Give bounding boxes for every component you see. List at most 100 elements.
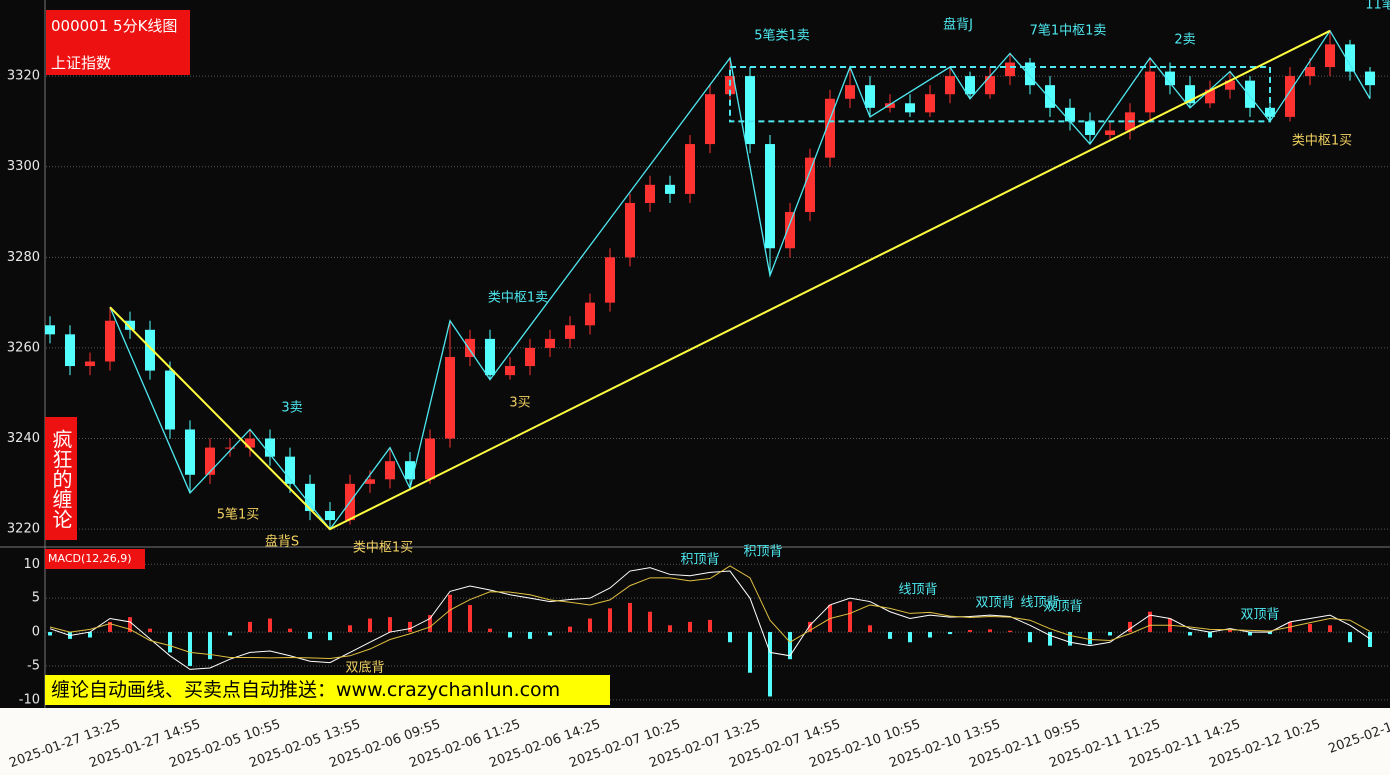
candle-body: [1205, 89, 1215, 104]
y-tick-label: 3220: [7, 522, 40, 537]
candle-body: [1065, 107, 1075, 122]
macd-bar: [48, 632, 52, 636]
candle-body: [265, 438, 275, 457]
macd-bar: [668, 625, 672, 633]
y-tick-label: -5: [27, 658, 40, 673]
macd-bar: [988, 629, 992, 633]
macd-bar: [248, 621, 252, 633]
candle-body: [1145, 71, 1155, 113]
annotation: 11笔: [1365, 0, 1390, 13]
candle-body: [1085, 121, 1095, 136]
macd-bar: [408, 621, 412, 633]
y-tick-label: 3240: [7, 431, 40, 446]
macd-bar: [948, 632, 952, 635]
candle-body: [45, 325, 55, 335]
candle-body: [785, 212, 795, 249]
candle-body: [845, 85, 855, 99]
macd-bar: [1208, 632, 1212, 638]
banner: 缠论自动画线、买卖点自动推送：www.crazychanlun.com: [45, 675, 610, 705]
candle-body: [85, 361, 95, 367]
macd-bar: [648, 611, 652, 633]
annotation: 积顶背: [680, 553, 719, 568]
macd-bar: [788, 632, 792, 660]
macd-bar: [1088, 632, 1092, 645]
candle-body: [965, 76, 975, 95]
candle-body: [325, 511, 335, 521]
candle-body: [1305, 67, 1315, 77]
candle-body: [745, 76, 755, 145]
candle-body: [1225, 80, 1235, 90]
candle-body: [905, 103, 915, 113]
pivot-zone: [729, 66, 1271, 123]
candle-body: [1105, 130, 1115, 136]
candle-body: [545, 338, 555, 348]
macd-bar: [1248, 632, 1252, 636]
macd-bar: [308, 632, 312, 639]
candle-body: [185, 429, 195, 475]
annotation: 5笔类1卖: [754, 28, 810, 44]
annotation: 线顶背: [898, 583, 937, 598]
y-tick-label: 3320: [7, 69, 40, 84]
macd-bar: [368, 618, 372, 633]
annotation: 类中枢1买: [353, 541, 413, 556]
candle-body: [205, 447, 215, 475]
macd-bar: [108, 621, 112, 633]
candle-body: [1345, 44, 1355, 72]
candle-body: [385, 461, 395, 480]
candle-body: [865, 85, 875, 108]
macd-bar: [868, 625, 872, 633]
candle-body: [1165, 71, 1175, 86]
candle-body: [525, 347, 535, 367]
macd-bar: [508, 632, 512, 638]
candle-body: [165, 370, 175, 430]
candle-body: [245, 438, 255, 448]
annotation: 盘背J: [943, 17, 973, 33]
macd-bar: [928, 632, 932, 638]
index-name: 上证指数: [51, 54, 112, 72]
y-tick-label: 10: [23, 557, 40, 572]
candle-body: [1365, 71, 1375, 86]
macd-bar: [488, 628, 492, 633]
macd-bar: [528, 632, 532, 639]
candle-body: [585, 302, 595, 326]
annotation: 3卖: [281, 401, 302, 416]
candle-body: [65, 334, 75, 367]
candle-body: [485, 338, 495, 376]
macd-bar: [88, 632, 92, 638]
candle-body: [705, 94, 715, 145]
candle-body: [305, 483, 315, 512]
candle-body: [605, 257, 615, 303]
annotation: 双底背: [345, 660, 384, 676]
candle-body: [945, 76, 955, 95]
x-tick-label: 2025-02-12: [1326, 717, 1390, 757]
macd-bar: [148, 628, 152, 633]
macd-bar: [748, 632, 752, 673]
segment-line: [109, 29, 1331, 531]
macd-bar: [908, 632, 912, 643]
macd-bar: [1188, 632, 1192, 636]
y-tick-label: 5: [32, 591, 40, 606]
macd-bar: [188, 632, 192, 666]
dif-line: [49, 567, 1371, 670]
annotation: 类中枢1买: [1292, 134, 1352, 149]
macd-bar: [808, 621, 812, 633]
macd-bar: [468, 604, 472, 633]
macd-bar: [1108, 632, 1112, 636]
macd-bar: [1048, 632, 1052, 646]
candle-body: [685, 144, 695, 194]
candle-body: [1245, 80, 1255, 108]
macd-bar: [1368, 632, 1372, 647]
candle-body: [1045, 85, 1055, 108]
macd-bar: [588, 618, 592, 633]
macd-bar: [768, 632, 772, 697]
macd-bar: [888, 632, 892, 639]
macd-bar: [608, 608, 612, 633]
macd-bar: [1028, 632, 1032, 643]
macd-bar: [428, 615, 432, 633]
candle-body: [765, 144, 775, 249]
annotation: 双顶背: [1240, 608, 1279, 623]
macd-bar: [728, 632, 732, 643]
macd-bar: [548, 632, 552, 636]
y-tick-label: 3280: [7, 250, 40, 265]
